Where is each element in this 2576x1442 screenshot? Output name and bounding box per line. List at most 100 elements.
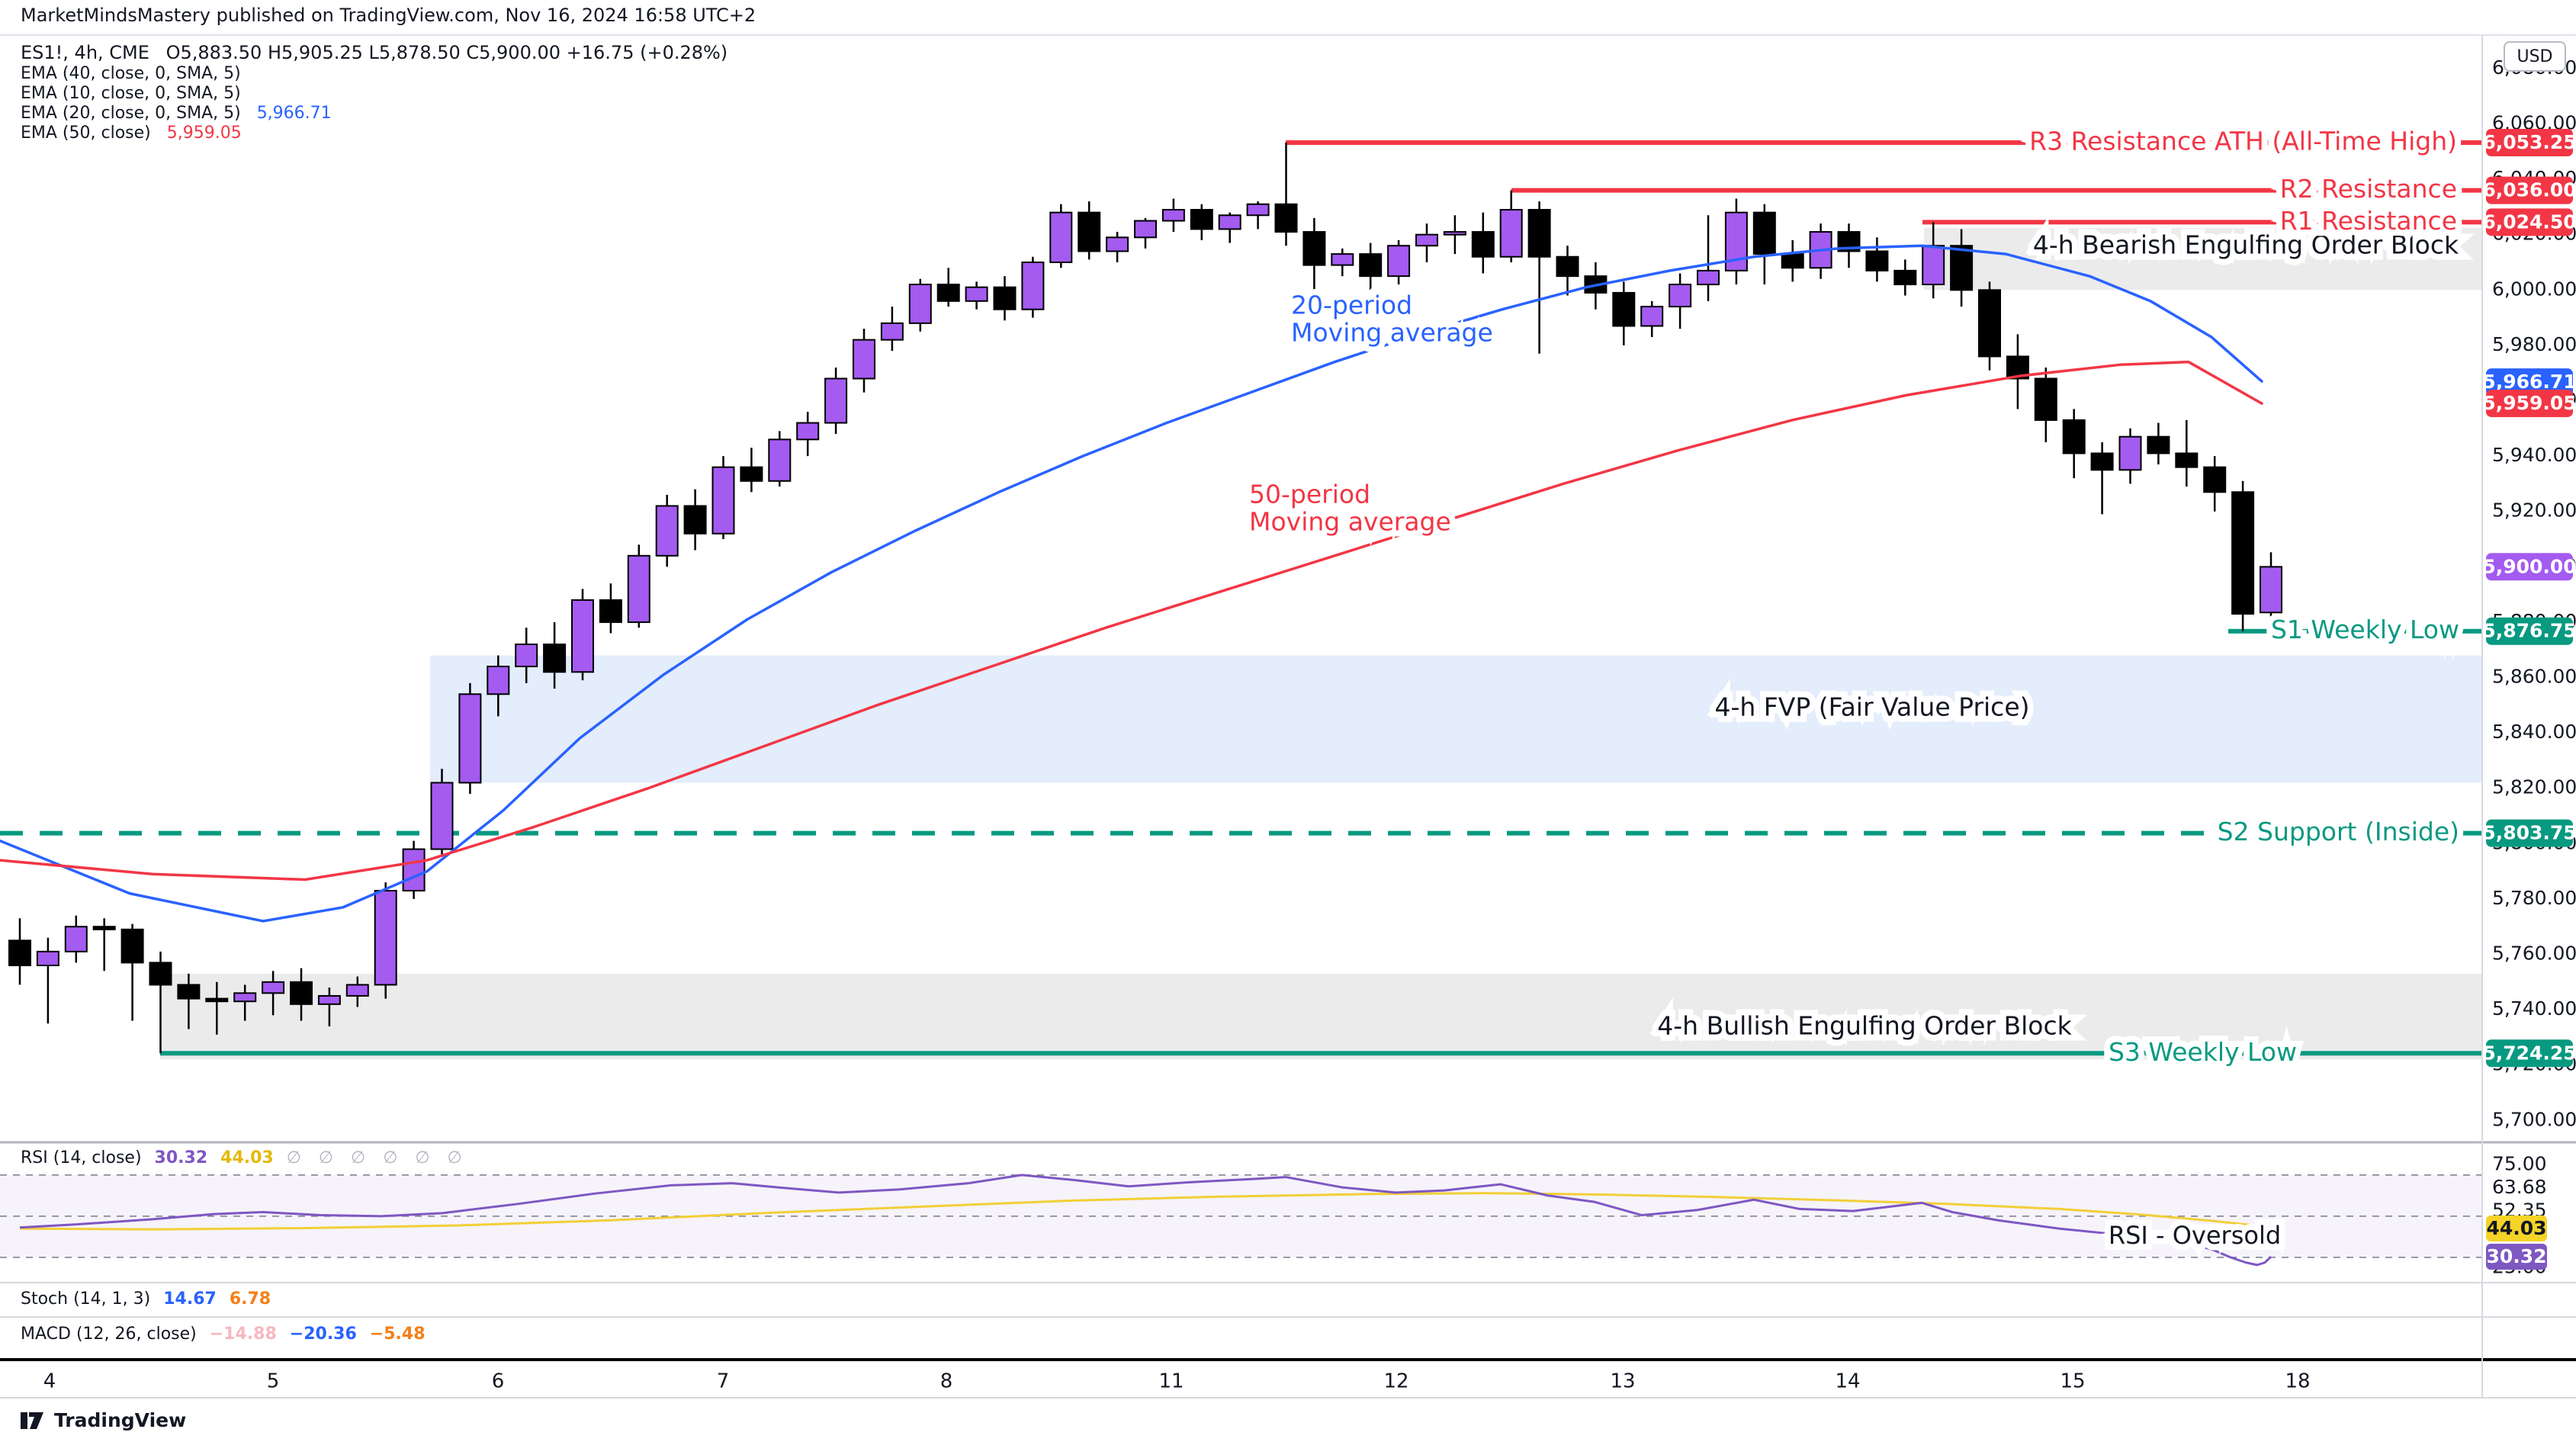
time-tick-label: 14 [1835,1370,1860,1393]
candle-up [317,994,341,1005]
price-badge-text: 5,803.75 [2482,822,2576,844]
attribution-text: MarketMindsMastery published on TradingV… [21,5,756,26]
currency-axis-button[interactable]: USD [2504,41,2566,72]
ema50-label: EMA (50, close) [21,124,151,143]
candle-up [824,377,848,424]
candle-down [1556,255,1579,278]
candle-up [1161,209,1185,222]
macd-label: MACD (12, 26, close) [21,1325,197,1344]
candle-down [1865,250,1889,271]
candle-up [458,693,482,784]
candle-up [1134,220,1157,239]
ema50-value: 5,959.05 [166,124,242,143]
candle-up [1640,306,1664,327]
candle-down [936,284,960,302]
candle-up [515,643,538,667]
chart-legend[interactable]: ES1!, 4h, CME O5,883.50 H5,905.25 L5,878… [21,41,728,143]
rsi-legend-row[interactable]: RSI (14, close) 30.32 44.03 ∅ ∅ ∅ ∅ ∅ ∅ [21,1148,476,1169]
price-tick-label: 5,700.00 [2492,1108,2576,1130]
candle-up [1415,233,1438,247]
stoch-k-value: 14.67 [163,1289,217,1309]
legend-ema20-row[interactable]: EMA (20, close, 0, SMA, 5) 5,966.71 [21,104,728,124]
rsi-axis-badge-text: 30.32 [2486,1245,2546,1267]
price-badge [2486,553,2573,581]
legend-ema10-row[interactable]: EMA (10, close, 0, SMA, 5) [21,84,728,104]
tradingview-brand-text: TradingView [54,1408,187,1431]
candle-up [711,466,735,535]
stoch-legend-row[interactable]: Stoch (14, 1, 3) 14.67 6.78 [21,1289,278,1310]
price-badge [2486,129,2573,156]
legend-ema50-row[interactable]: EMA (50, close) 5,959.05 [21,124,728,143]
price-badge-text: 5,724.25 [2482,1042,2576,1064]
ma50-label: 50-period [1249,480,1370,509]
candle-up [627,554,650,623]
ema20-label: EMA (20, close, 0, SMA, 5) [21,104,241,123]
price-tick-label: 5,740.00 [2492,997,2576,1020]
candle-down [1752,211,1776,255]
candle-up [1218,214,1241,230]
price-badge-text: 6,024.50 [2482,210,2576,233]
rsi-axis-badge-text: 44.03 [2486,1217,2546,1239]
macd-legend-row[interactable]: MACD (12, 26, close) −14.88 −20.36 −5.48 [21,1324,433,1345]
ma20-label: 20-period [1291,291,1412,320]
ema40-label: EMA (40, close, 0, SMA, 5) [21,64,241,83]
price-tick-label: 5,860.00 [2492,665,2576,687]
rsi-empty-set-icons: ∅ ∅ ∅ ∅ ∅ ∅ [286,1148,468,1167]
candle-down [120,928,144,964]
rsi-line [19,1174,2272,1267]
bullish-order-block [160,973,2482,1060]
candle-down [1527,209,1551,258]
time-tick-label: 4 [43,1370,56,1393]
price-tick-label: 5,760.00 [2492,942,2576,964]
candle-down [1781,253,1804,269]
price-badge-text: 5,900.00 [2482,555,2576,577]
tradingview-footer[interactable]: TradingView [21,1408,186,1432]
candle-down [177,984,201,1000]
ema20-value: 5,966.71 [256,104,332,123]
price-badge [2486,1039,2573,1068]
price-badge-text: 5,959.05 [2482,392,2576,414]
time-tick-label: 15 [2060,1370,2085,1393]
candle-up [430,782,454,850]
ema10-label: EMA (10, close, 0, SMA, 5) [21,84,241,103]
candle-up [1246,203,1270,217]
candle-up [655,505,679,557]
price-tick-label: 5,920.00 [2492,499,2576,522]
rsi-ma-line [19,1192,2272,1231]
rsi-axis-badge [2486,1244,2547,1270]
candle-down [993,286,1017,310]
ma50-line [0,360,2263,882]
candle-up [487,665,510,695]
candle-down [8,939,31,967]
candle-down [290,981,313,1005]
bearish-order-block [1924,227,2482,291]
candle-up [374,890,397,986]
candle-up [1922,245,1945,286]
price-badge-text: 6,036.00 [2482,179,2576,201]
candle-down [205,997,229,1003]
candle-down [2062,419,2086,454]
ma20-line [0,244,2263,923]
candle-down [2231,491,2255,615]
candle-down [149,962,172,986]
candle-down [1978,289,2001,358]
legend-symbol-row[interactable]: ES1!, 4h, CME O5,883.50 H5,905.25 L5,878… [21,41,728,64]
fvp-band [430,655,2482,783]
price-tick-label: 5,820.00 [2492,776,2576,798]
price-badge [2486,617,2573,645]
candle-down [1359,253,1383,278]
price-badge [2486,368,2573,397]
rsi-oversold-label: RSI - Oversold [2109,1221,2281,1250]
candle-up [1021,261,1045,310]
level-label-r2: R2 Resistance [2280,174,2457,204]
price-badge [2486,208,2573,236]
candle-down [2203,466,2227,493]
tradingview-logo-icon [21,1412,43,1429]
candle-up [233,992,257,1003]
candle-down [1274,203,1298,233]
level-label-s2: S2 Support (Inside) [2218,817,2459,846]
legend-ema40-row[interactable]: EMA (40, close, 0, SMA, 5) [21,64,728,84]
price-tick-label: 5,780.00 [2492,887,2576,909]
candle-down [2034,377,2057,421]
